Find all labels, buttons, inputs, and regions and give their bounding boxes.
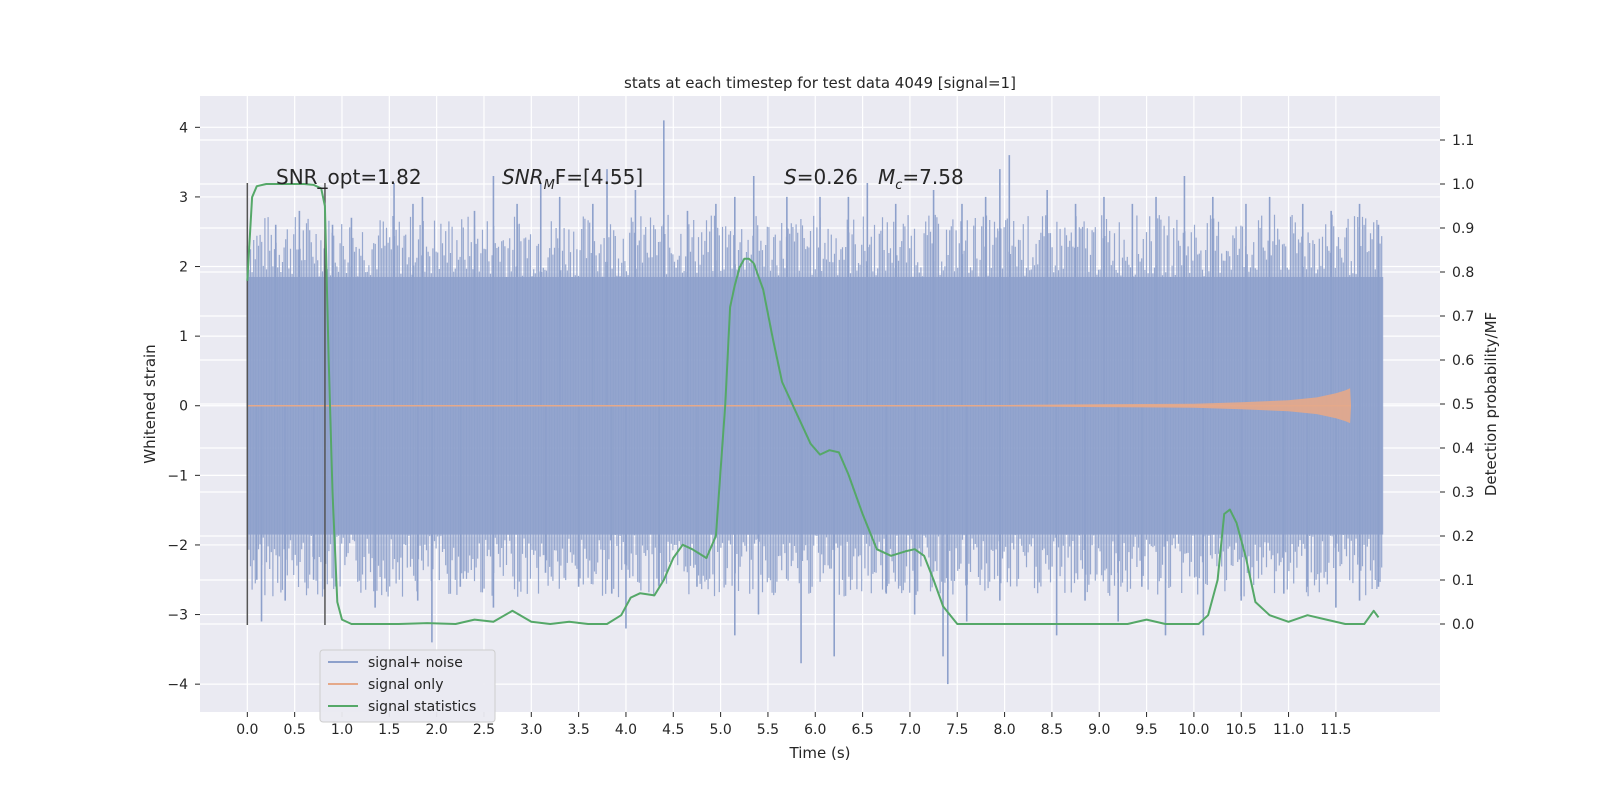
annotation-s-value: =0.26 (797, 165, 858, 189)
right-y-tick-label: 0.2 (1452, 529, 1474, 545)
x-tick-label: 2.5 (473, 722, 495, 738)
x-tick-label: 2.0 (426, 722, 448, 738)
x-axis-title: Time (s) (789, 744, 851, 762)
series-signal-only (247, 388, 1352, 424)
right-y-axis-title: Detection probability/MF (1482, 312, 1500, 496)
annotation-snr-mf-rest: F=[4.55] (555, 165, 643, 189)
legend-label-signal-statistics: signal statistics (368, 699, 476, 715)
x-tick-label: 1.0 (331, 722, 353, 738)
x-tick-label: 4.0 (615, 722, 637, 738)
right-y-tick-label: 1.0 (1452, 177, 1474, 193)
y-tick-label: −3 (167, 608, 188, 624)
annotation-snr-opt: SNR_opt=1.82 (276, 165, 422, 189)
chart-title: stats at each timestep for test data 404… (624, 74, 1016, 92)
legend-box (319, 649, 496, 723)
x-tick-label: 4.5 (662, 722, 684, 738)
annotation-mc: Mc=7.58 (878, 165, 964, 193)
x-tick-label: 7.0 (899, 722, 921, 738)
annotation-mc-value: =7.58 (902, 165, 963, 189)
right-y-tick-label: 0.3 (1452, 485, 1474, 501)
y-tick-label: 0 (179, 399, 188, 415)
legend-label-signal-noise: signal+ noise (368, 655, 463, 671)
right-y-tick-label: 0.7 (1452, 309, 1474, 325)
right-y-tick-label: 0.9 (1452, 221, 1474, 237)
annotation-s: S=0.26 (784, 165, 858, 189)
y-axis-title: Whitened strain (141, 344, 159, 463)
x-tick-label: 1.5 (378, 722, 400, 738)
x-tick-label: 3.0 (520, 722, 542, 738)
x-tick-label: 8.0 (993, 722, 1015, 738)
stats-line (246, 183, 1380, 625)
right-y-ticks: 0.0 0.1 0.2 0.3 0.4 0.5 0.6 0.7 0.8 0.9 1.0 1.1 (1440, 133, 1474, 633)
right-y-tick-label: 0.8 (1452, 265, 1474, 281)
annotation-s-label: S (784, 165, 797, 189)
x-tick-label: 3.5 (567, 722, 589, 738)
legend-label-signal-only: signal only (368, 677, 443, 693)
right-y-tick-label: 1.1 (1452, 133, 1474, 149)
x-tick-label: 5.0 (709, 722, 731, 738)
y-tick-label: 1 (179, 329, 188, 345)
y-tick-label: −1 (167, 468, 188, 484)
x-tick-label: 11.0 (1273, 722, 1304, 738)
right-y-tick-label: 0.5 (1452, 397, 1474, 413)
x-tick-label: 0.5 (284, 722, 306, 738)
x-tick-label: 6.5 (851, 722, 873, 738)
right-y-tick-label: 0.6 (1452, 353, 1474, 369)
x-tick-label: 10.0 (1178, 722, 1209, 738)
legend: signal+ noise signal only signal statist… (319, 649, 496, 723)
y-tick-label: −4 (167, 677, 188, 693)
x-tick-label: 11.5 (1320, 722, 1351, 738)
x-tick-label: 9.5 (1135, 722, 1157, 738)
series-signal-statistics (246, 183, 1380, 625)
annotation-snr-mf-sub: M (544, 178, 555, 193)
y-tick-label: 4 (179, 120, 188, 136)
y-tick-label: −2 (167, 538, 188, 554)
x-tick-label: 0.0 (236, 722, 258, 738)
x-tick-label: 9.0 (1088, 722, 1110, 738)
x-tick-label: 10.5 (1226, 722, 1257, 738)
y-ticks: −4 −3 −2 −1 0 1 2 3 4 (167, 120, 200, 693)
annotation-mc-label: M (878, 165, 895, 189)
right-y-tick-label: 0.1 (1452, 573, 1474, 589)
x-tick-label: 5.5 (757, 722, 779, 738)
annotation-snr-mf-main: SNR (502, 165, 544, 189)
y-tick-label: 2 (179, 260, 188, 276)
vertical-markers (246, 183, 326, 625)
annotation-mc-sub: c (895, 178, 902, 193)
right-y-tick-label: 0.4 (1452, 441, 1474, 457)
y-tick-label: 3 (179, 190, 188, 206)
x-ticks: 0.0 0.5 1.0 1.5 2.0 2.5 3.0 3.5 4.0 4.5 5.0 5.5 6.0 6… (236, 712, 1351, 738)
annotation-snr-mf: SNRMF=[4.55] (502, 165, 643, 193)
x-tick-label: 7.5 (946, 722, 968, 738)
x-tick-label: 8.5 (1041, 722, 1063, 738)
x-tick-label: 6.0 (804, 722, 826, 738)
right-y-tick-label: 0.0 (1452, 617, 1474, 633)
